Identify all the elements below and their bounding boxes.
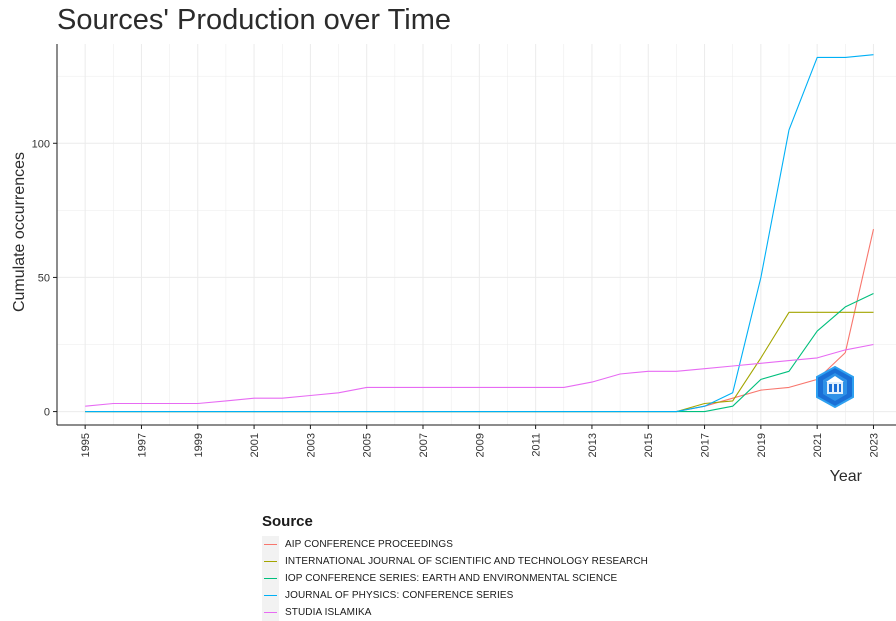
legend-label: INTERNATIONAL JOURNAL OF SCIENTIFIC AND …: [285, 556, 648, 567]
y-tick-label: 50: [38, 272, 50, 284]
legend-item: JOURNAL OF PHYSICS: CONFERENCE SERIES: [262, 587, 648, 604]
legend-item: INTERNATIONAL JOURNAL OF SCIENTIFIC AND …: [262, 553, 648, 570]
x-tick-label: 2021: [812, 433, 824, 457]
x-tick-label: 2003: [305, 433, 317, 457]
legend-key: [262, 570, 279, 587]
x-tick-label: 2023: [868, 433, 880, 457]
legend-title: Source: [262, 513, 313, 530]
legend-items: AIP CONFERENCE PROCEEDINGS INTERNATIONAL …: [262, 536, 648, 621]
legend-item: STUDIA ISLAMIKA: [262, 604, 648, 621]
legend-key: [262, 553, 279, 570]
x-tick-label: 2007: [418, 433, 430, 457]
legend-key: [262, 587, 279, 604]
x-tick-label: 2015: [643, 433, 655, 457]
chart-title: Sources' Production over Time: [57, 4, 451, 36]
x-tick-label: 2017: [700, 433, 712, 457]
x-tick-label: 2013: [587, 433, 599, 457]
legend-label: AIP CONFERENCE PROCEEDINGS: [285, 539, 454, 550]
axes: [53, 44, 896, 429]
x-tick-labels: 1995 1997 1999 2001 2003 2005 2007 2009 2011 2013…: [80, 433, 880, 457]
legend-label: STUDIA ISLAMIKA: [285, 607, 372, 618]
legend-label: IOP CONFERENCE SERIES: EARTH AND ENVIRON…: [285, 573, 618, 584]
legend-label: JOURNAL OF PHYSICS: CONFERENCE SERIES: [285, 590, 514, 601]
series-line-4: [85, 54, 874, 413]
x-axis-label: Year: [830, 468, 863, 485]
x-tick-label: 2019: [756, 433, 768, 457]
x-tick-label: 2005: [362, 433, 374, 457]
legend-item: AIP CONFERENCE PROCEEDINGS: [262, 536, 648, 553]
x-tick-label: 2009: [474, 433, 486, 457]
x-tick-label: 2001: [249, 433, 261, 457]
series-line-5: [85, 343, 874, 407]
legend-key: [262, 536, 279, 553]
major-gridlines: [57, 44, 896, 425]
x-tick-label: 1999: [193, 433, 205, 457]
legend: Source AIP CONFERENCE PROCEEDINGS INTERNA…: [262, 513, 648, 621]
series-lines: [85, 54, 875, 413]
line-chart: 1995 1997 1999 2001 2003 2005 2007 2009 2011 2013…: [11, 44, 896, 485]
legend-key: [262, 604, 279, 621]
y-axis-label: Cumulate occurrences: [11, 152, 28, 312]
x-tick-label: 1995: [80, 433, 92, 457]
x-tick-label: 2011: [531, 433, 543, 457]
y-tick-label: 100: [32, 138, 50, 150]
y-tick-labels: 0 50 100: [32, 138, 50, 418]
y-tick-label: 0: [44, 407, 50, 419]
watermark-logo-icon: [816, 366, 854, 408]
legend-item: IOP CONFERENCE SERIES: EARTH AND ENVIRON…: [262, 570, 648, 587]
x-tick-label: 1997: [136, 433, 148, 457]
minor-gridlines: [56, 44, 896, 425]
